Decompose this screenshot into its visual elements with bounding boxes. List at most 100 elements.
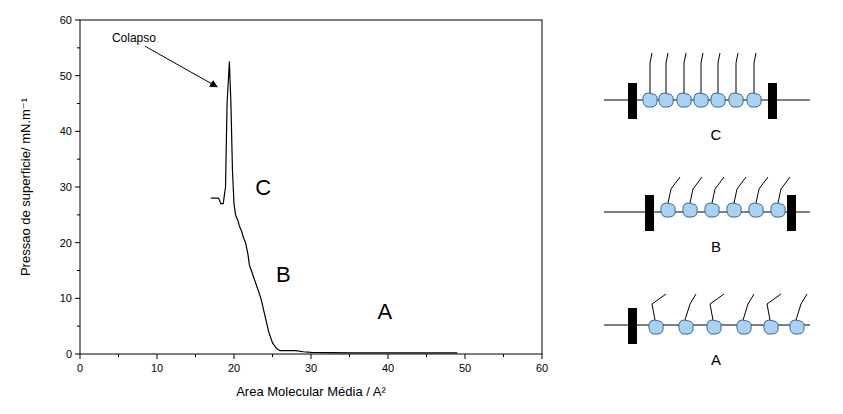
molecule-tail — [690, 177, 702, 203]
molecule-head — [749, 203, 763, 217]
molecule-tail — [710, 294, 724, 320]
y-minor-tick — [77, 47, 80, 48]
y-tick-label: 10 — [60, 292, 72, 304]
figure: 0 10 20 30 40 50 60 0 10 20 30 40 50 60 Area Molecular… — [0, 0, 843, 414]
molecule-head — [737, 320, 751, 334]
x-tick-label: 40 — [382, 362, 394, 374]
x-tick — [234, 354, 235, 359]
y-tick — [75, 20, 80, 21]
molecule-tail — [743, 294, 754, 320]
y-tick-label: 50 — [60, 70, 72, 82]
y-tick-label: 0 — [66, 348, 72, 360]
x-minor-tick — [272, 354, 273, 357]
molecule-tail — [756, 177, 768, 203]
barrier — [628, 83, 637, 119]
barrier — [645, 195, 654, 231]
x-minor-tick — [195, 354, 196, 357]
molecule-head — [764, 320, 778, 334]
diagram-label: B — [711, 238, 721, 255]
molecule-head — [661, 203, 675, 217]
molecule-head — [747, 93, 761, 107]
y-tick-label: 30 — [60, 181, 72, 193]
x-axis-title: Area Molecular Média / A² — [236, 384, 386, 399]
molecule-head — [790, 320, 804, 334]
molecule-tail — [701, 53, 703, 93]
molecule-tail — [778, 177, 790, 203]
molecule-tail — [718, 53, 720, 93]
molecule-head — [705, 203, 719, 217]
x-tick-label: 20 — [228, 362, 240, 374]
x-minor-tick — [118, 354, 119, 357]
x-tick-label: 30 — [305, 362, 317, 374]
molecule-tail — [650, 53, 652, 93]
molecule-head — [707, 320, 721, 334]
molecule-head — [694, 93, 708, 107]
molecule-tail — [734, 177, 746, 203]
x-minor-tick — [426, 354, 427, 357]
y-minor-tick — [77, 270, 80, 271]
x-tick-label: 60 — [536, 362, 548, 374]
molecule-head — [643, 93, 657, 107]
region-label: A — [378, 299, 393, 324]
x-minor-tick — [503, 354, 504, 357]
molecule-tail — [668, 177, 680, 203]
annotation-arrow — [145, 46, 217, 87]
x-tick — [388, 354, 389, 359]
molecule-head — [677, 93, 691, 107]
x-tick — [542, 354, 543, 359]
x-tick — [80, 354, 81, 359]
diagram-label: A — [711, 351, 721, 368]
barrier — [787, 195, 796, 231]
region-label: B — [276, 262, 291, 287]
y-tick — [75, 354, 80, 355]
x-tick-label: 0 — [77, 362, 83, 374]
plot-area — [211, 62, 457, 353]
molecule-tail — [767, 294, 781, 320]
molecule-tail — [684, 53, 686, 93]
diagram-panel: B — [604, 177, 810, 255]
molecule-head — [771, 203, 785, 217]
y-tick — [75, 131, 80, 132]
x-minor-tick — [349, 354, 350, 357]
y-tick-label: 20 — [60, 237, 72, 249]
molecule-head — [679, 320, 693, 334]
x-tick-label: 10 — [151, 362, 163, 374]
molecule-head — [683, 203, 697, 217]
y-minor-tick — [77, 326, 80, 327]
diagram-panel: C — [604, 53, 810, 143]
y-tick-label: 40 — [60, 125, 72, 137]
diagram-label: C — [711, 126, 722, 143]
molecule-head — [727, 203, 741, 217]
isotherm-line — [211, 62, 457, 353]
barrier — [628, 308, 637, 344]
x-tick — [311, 354, 312, 359]
y-minor-tick — [77, 103, 80, 104]
y-minor-tick — [77, 214, 80, 215]
y-tick — [75, 298, 80, 299]
y-minor-tick — [77, 159, 80, 160]
x-tick — [157, 354, 158, 359]
molecule-tail — [666, 53, 668, 93]
y-tick-label: 60 — [60, 14, 72, 26]
region-label: C — [255, 175, 271, 200]
y-tick — [75, 75, 80, 76]
molecule-tail — [754, 53, 756, 93]
plot-frame — [80, 20, 542, 354]
molecule-head — [711, 93, 725, 107]
molecule-head — [729, 93, 743, 107]
barrier — [768, 83, 777, 119]
annotation: Colapso — [112, 31, 156, 45]
x-tick — [465, 354, 466, 359]
molecule-tail — [685, 294, 696, 320]
molecule-tail — [652, 294, 666, 320]
molecule-tail — [796, 294, 807, 320]
diagram-panel: A — [604, 294, 810, 368]
y-axis-title: Pressao de superficie/ mN.m⁻¹ — [18, 97, 33, 276]
x-tick-label: 50 — [459, 362, 471, 374]
y-tick — [75, 187, 80, 188]
molecule-head — [659, 93, 673, 107]
y-tick — [75, 242, 80, 243]
molecule-tail — [736, 53, 738, 93]
molecule-tail — [712, 177, 724, 203]
molecule-head — [649, 320, 663, 334]
